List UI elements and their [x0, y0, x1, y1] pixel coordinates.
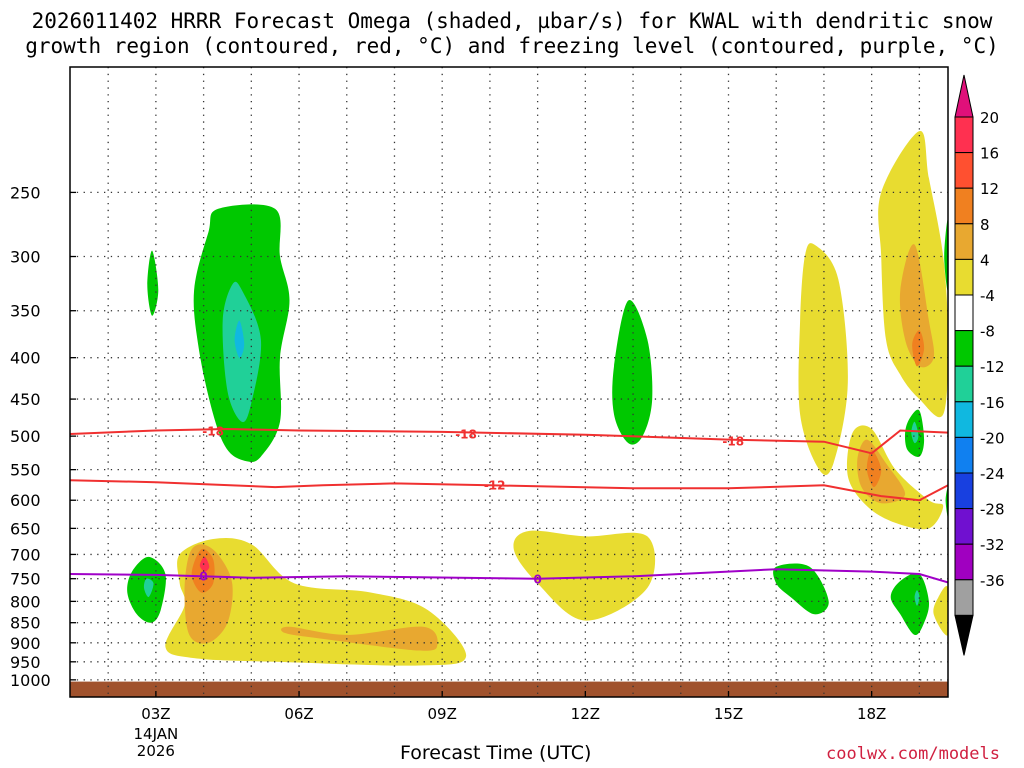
y-tick-label-750: 750 [10, 570, 41, 589]
colorbar-label-3: 8 [980, 216, 990, 234]
y-tick-label-950: 950 [10, 653, 41, 672]
contour-label-2: -18 [722, 434, 744, 448]
colorbar-swatch-12 [954, 543, 974, 581]
colorbar-swatch-5 [954, 294, 974, 332]
colorbar-swatch-9 [954, 436, 974, 474]
contour-line-1 [70, 479, 948, 502]
omega-region-12 [513, 530, 656, 621]
x-axis-label: Forecast Time (UTC) [400, 742, 592, 764]
y-tick-label-600: 600 [10, 491, 41, 510]
colorbar-bottom-arrow [954, 614, 974, 656]
contour-label-4: 0 [199, 569, 207, 583]
omega-region-24 [914, 590, 920, 606]
omega-region-22 [773, 563, 829, 615]
omega-region-6 [612, 300, 653, 445]
x-tick-label-03Z: 03Z [141, 705, 170, 723]
x-tick-label-06Z: 06Z [284, 705, 313, 723]
colorbar-top-arrow [954, 74, 974, 118]
y-tick-label-300: 300 [10, 248, 41, 267]
colorbar-label-4: 4 [980, 251, 990, 269]
colorbar-label-7: -12 [980, 358, 1005, 376]
y-tick-label-700: 700 [10, 545, 41, 564]
chart-title-line-2: growth region (contoured, red, °C) and f… [25, 34, 999, 58]
colorbar-label-11: -28 [980, 501, 1005, 519]
colorbar-label-8: -16 [980, 394, 1005, 412]
x-tick-sublabel-0: 14JAN [134, 725, 179, 743]
omega-region-2 [234, 320, 245, 358]
colorbar-label-9: -20 [980, 429, 1005, 447]
x-tick-label-12Z: 12Z [571, 705, 600, 723]
omega-region-11 [199, 556, 210, 572]
contour-line-2 [70, 568, 948, 584]
contour-label-1: -18 [455, 427, 477, 441]
colorbar-label-12: -32 [980, 536, 1005, 554]
colorbar-label-0: 20 [980, 109, 999, 127]
y-tick-label-350: 350 [10, 302, 41, 321]
colorbar-swatch-3 [954, 223, 974, 260]
omega-region-5 [143, 578, 154, 598]
omega-region-13 [798, 243, 848, 476]
contour-label-0: -18 [202, 424, 224, 438]
colorbar-swatch-8 [954, 401, 974, 438]
omega-region-3 [147, 250, 159, 316]
y-tick-label-1000: 1000 [10, 671, 51, 690]
terrain-band [70, 681, 948, 697]
contour-label-3: -12 [484, 479, 506, 493]
colorbar-swatch-2 [954, 187, 974, 225]
colorbar-swatch-6 [954, 330, 974, 367]
colorbar-label-2: 12 [980, 180, 999, 198]
colorbar-label-6: -8 [980, 323, 995, 341]
omega-region-23 [890, 573, 930, 636]
y-tick-label-400: 400 [10, 349, 41, 368]
x-tick-label-18Z: 18Z [857, 705, 886, 723]
contour-label-5: 0 [533, 573, 541, 587]
y-tick-label-250: 250 [10, 183, 41, 202]
colorbar-swatch-0 [954, 116, 974, 154]
y-tick-label-650: 650 [10, 519, 41, 538]
x-tick-sublabel-1: 2026 [137, 742, 175, 760]
x-tick-label-15Z: 15Z [714, 705, 743, 723]
credit-text: coolwx.com/models [826, 744, 1000, 764]
omega-region-25 [933, 586, 948, 636]
y-tick-label-900: 900 [10, 634, 41, 653]
colorbar-label-5: -4 [980, 287, 995, 305]
colorbar-label-10: -24 [980, 465, 1005, 483]
y-tick-label-850: 850 [10, 614, 41, 633]
y-tick-label-800: 800 [10, 592, 41, 611]
colorbar-swatch-7 [954, 365, 974, 403]
y-tick-label-500: 500 [10, 427, 41, 446]
colorbar-swatch-4 [954, 258, 974, 296]
colorbar-swatch-1 [954, 152, 974, 189]
y-tick-label-450: 450 [10, 390, 41, 409]
colorbar-label-13: -36 [980, 572, 1005, 590]
x-tick-label-09Z: 09Z [428, 705, 457, 723]
colorbar-label-1: 16 [980, 145, 999, 163]
chart-title-line-1: 2026011402 HRRR Forecast Omega (shaded, … [31, 9, 993, 33]
omega-region-26 [944, 219, 948, 291]
omega-region-21 [911, 421, 919, 444]
y-tick-label-550: 550 [10, 461, 41, 480]
colorbar-swatch-13 [954, 579, 974, 616]
plot-frame [69, 66, 949, 698]
contour-line-0 [70, 427, 948, 455]
omega-region-15 [899, 244, 935, 368]
omega-region-9 [281, 626, 438, 651]
colorbar-swatch-11 [954, 508, 974, 545]
colorbar-swatch-10 [954, 472, 974, 510]
omega-region-19 [866, 449, 882, 488]
